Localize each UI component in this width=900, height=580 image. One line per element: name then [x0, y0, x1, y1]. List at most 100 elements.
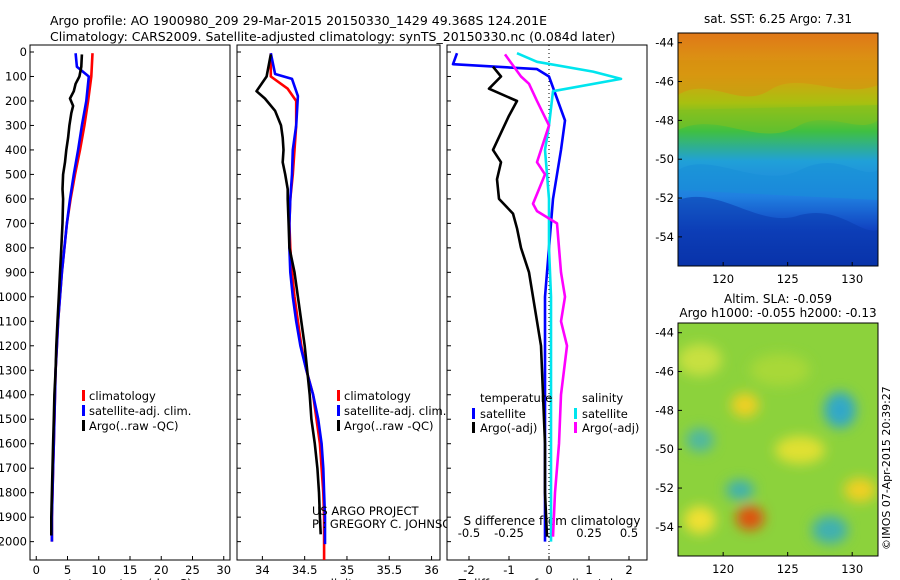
- y-tick-label: 1900: [0, 510, 27, 524]
- series-line-1: [451, 52, 567, 542]
- legend-label: Argo(-adj): [582, 421, 639, 435]
- series-line-2: [269, 52, 327, 545]
- map-y-tick-label: -54: [655, 520, 674, 534]
- x-tick-label: 2: [625, 563, 632, 577]
- map-y-tick-label: -48: [655, 113, 674, 127]
- panel-frame: [236, 44, 441, 561]
- x-axis-label: salinity: [317, 577, 360, 580]
- sla-map: Altim. SLA: -0.059 Argo h1000: -0.055 h2…: [655, 292, 879, 576]
- series-line-4: [503, 53, 569, 537]
- panel-1: 0100200300400500600700800900100011001200…: [0, 44, 231, 580]
- x-axis-label: temperature (deg C): [68, 577, 191, 580]
- panel-2: 34 34.5 35 35.5 36 salinity climatologysatelli…: [236, 44, 460, 580]
- x-top-tick-label: 0: [545, 526, 552, 540]
- y-tick-label: 500: [5, 167, 27, 181]
- x-tick-label: 35.5: [376, 563, 402, 577]
- legend-label: climatology: [89, 389, 156, 403]
- legend-label: Argo(-adj): [480, 421, 537, 435]
- series-line-2: [487, 65, 549, 537]
- y-tick-label: 1700: [0, 461, 27, 475]
- map-y-tick-label: -54: [655, 230, 674, 244]
- x-tick-label: 20: [154, 563, 169, 577]
- legend-label: satellite-adj. clim.: [344, 404, 446, 418]
- sst-map: sat. SST: 6.25 Argo: 7.31 -44 -46 -48 -50 -5…: [655, 12, 879, 286]
- panel-frame: [29, 44, 231, 561]
- x-top-tick-label: -0.5: [458, 526, 480, 540]
- legend-swatch: [337, 405, 340, 416]
- x-tick-label: 30: [216, 563, 231, 577]
- x-tick-label: 0: [545, 563, 552, 577]
- imos-credit: ©IMOS 07-Apr-2015 20:39:27: [880, 386, 893, 550]
- map-x-tick-label: 125: [777, 272, 799, 286]
- legend-group-salinity: salinity: [582, 391, 623, 405]
- map-x-tick-label: 125: [777, 562, 799, 576]
- series-line-3: [50, 54, 84, 536]
- x-tick-label: 0: [33, 563, 40, 577]
- y-tick-label: 300: [5, 118, 27, 132]
- legend-label: Argo(..raw -QC): [89, 419, 179, 433]
- map-y-tick-label: -44: [655, 326, 674, 340]
- x-tick-label: -1: [503, 563, 514, 577]
- y-tick-label: 1100: [0, 314, 27, 328]
- x-top-tick-label: 0.5: [620, 526, 638, 540]
- map-x-tick-label: 130: [841, 272, 863, 286]
- legend-label: Argo(..raw -QC): [344, 419, 434, 433]
- x-tick-label: -2: [463, 563, 474, 577]
- sla-map-title1: Altim. SLA: -0.059: [724, 292, 832, 306]
- legend-swatch: [82, 405, 85, 416]
- x-tick-label: 5: [64, 563, 71, 577]
- legend-swatch: [574, 408, 577, 419]
- y-tick-label: 900: [5, 265, 27, 279]
- y-tick-label: 800: [5, 241, 27, 255]
- x-tick-label: 34: [255, 563, 270, 577]
- legend-label: satellite: [480, 407, 526, 421]
- panel-3: -2 -1 0 1 2T difference from climatology -0.5…: [446, 44, 648, 580]
- map-x-tick-label: 130: [841, 562, 863, 576]
- map-x-tick-label: 120: [712, 562, 734, 576]
- y-tick-label: 100: [5, 69, 27, 83]
- sst-map-title: sat. SST: 6.25 Argo: 7.31: [704, 12, 852, 26]
- map-y-tick-label: -52: [655, 191, 674, 205]
- x-axis-label: T difference from climatology: [458, 577, 636, 580]
- x-top-tick-label: 0.25: [576, 526, 602, 540]
- legend-swatch: [337, 420, 340, 431]
- x-tick-label: 15: [123, 563, 138, 577]
- map-x-tick-label: 120: [712, 272, 734, 286]
- y-tick-label: 1800: [0, 486, 27, 500]
- y-tick-label: 200: [5, 94, 27, 108]
- x-tick-label: 1: [585, 563, 592, 577]
- annotation-pi: PI: GREGORY C. JOHNSON: [312, 517, 460, 531]
- map-y-tick-label: -46: [655, 365, 674, 379]
- series-line-3: [516, 52, 623, 542]
- y-tick-label: 2000: [0, 535, 27, 549]
- y-tick-label: 1200: [0, 339, 27, 353]
- y-tick-label: 1000: [0, 290, 27, 304]
- annotation-project: US ARGO PROJECT: [312, 504, 420, 518]
- series-line-3: [255, 54, 322, 535]
- y-tick-label: 1600: [0, 437, 27, 451]
- chart-title-line2: Climatology: CARS2009. Satellite-adjuste…: [50, 29, 616, 44]
- legend-swatch: [472, 422, 475, 433]
- legend-label: satellite: [582, 407, 628, 421]
- legend-swatch: [82, 390, 85, 401]
- legend-label: satellite-adj. clim.: [89, 404, 191, 418]
- sla-map-title2: Argo h1000: -0.055 h2000: -0.13: [679, 306, 876, 320]
- y-tick-label: 0: [20, 45, 27, 59]
- legend-label: climatology: [344, 389, 411, 403]
- legend-swatch: [574, 422, 577, 433]
- y-tick-label: 1500: [0, 412, 27, 426]
- y-tick-label: 1400: [0, 388, 27, 402]
- x-tick-label: 36: [424, 563, 439, 577]
- x-top-tick-label: -0.25: [494, 526, 524, 540]
- legend-group-temperature: temperature: [480, 391, 552, 405]
- chart-title-line1: Argo profile: AO 1900980_209 29-Mar-2015…: [50, 13, 547, 28]
- x-tick-label: 10: [91, 563, 106, 577]
- map-y-tick-label: -50: [655, 152, 674, 166]
- y-tick-label: 700: [5, 216, 27, 230]
- x-tick-label: 34.5: [292, 563, 318, 577]
- x-tick-label: 35: [340, 563, 355, 577]
- y-tick-label: 1300: [0, 363, 27, 377]
- map-y-tick-label: -50: [655, 442, 674, 456]
- map-y-tick-label: -46: [655, 75, 674, 89]
